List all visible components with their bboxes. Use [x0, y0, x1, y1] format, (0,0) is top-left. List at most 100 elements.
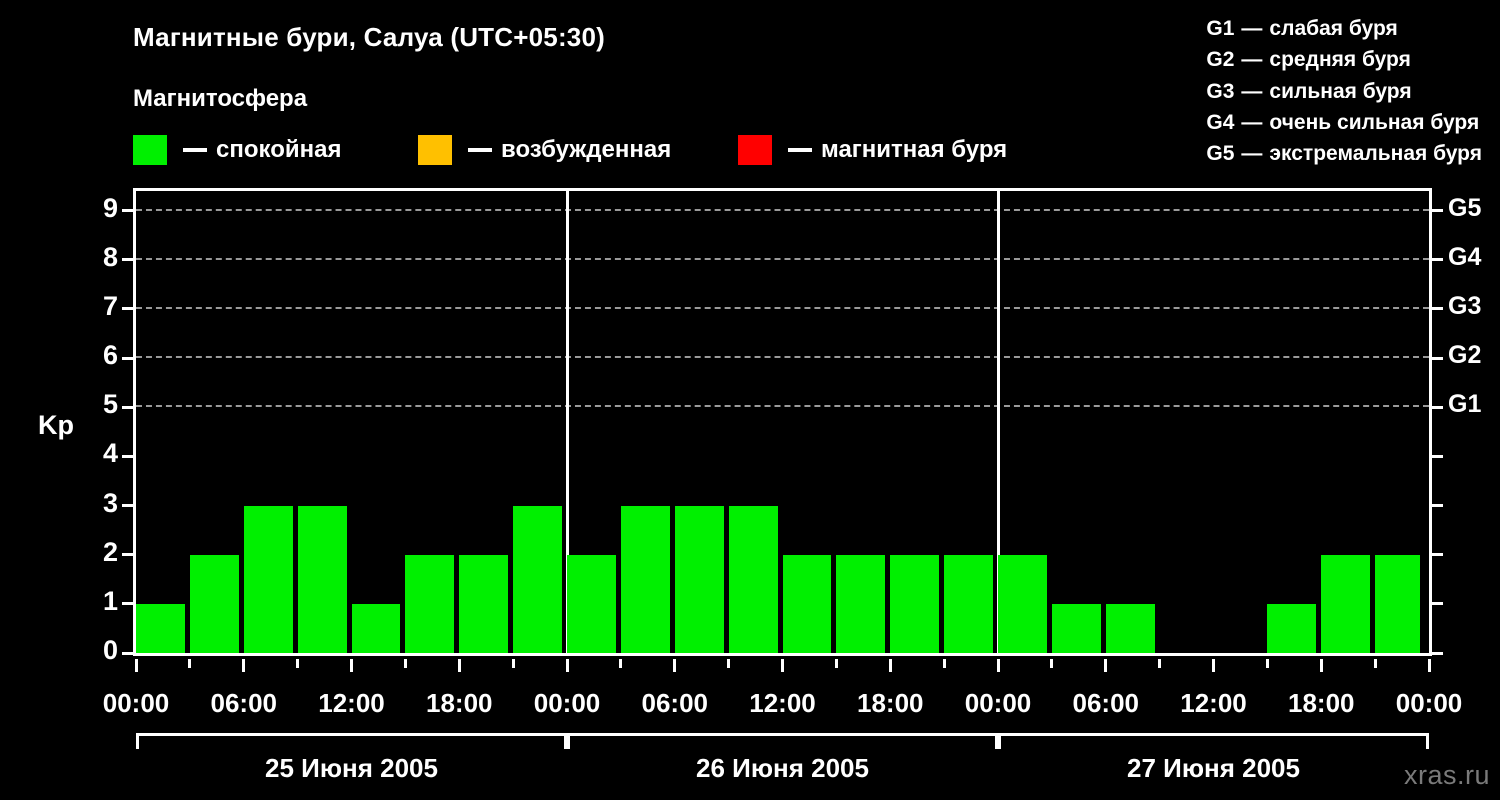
x-tick-11	[727, 659, 731, 668]
x-tick-20	[1212, 659, 1215, 672]
date-label-2: 26 Июня 2005	[696, 753, 869, 783]
gridline-kp-8	[136, 257, 1429, 260]
x-tick-5	[403, 659, 407, 668]
y-tick-left-8	[122, 258, 133, 262]
bar-5	[405, 554, 455, 653]
y-tick-right-3	[1432, 504, 1443, 508]
date-bracket-3	[998, 733, 1429, 749]
y-tick-label-9: 9	[102, 192, 118, 223]
bar-3	[297, 505, 347, 653]
y-tick-label-6: 6	[102, 340, 118, 371]
g-scale-tick-g2: G2	[1448, 341, 1482, 370]
g-scale-tick-g5: G5	[1448, 193, 1482, 222]
bar-12	[782, 554, 832, 653]
x-tick-label-9: 06:00	[1072, 688, 1140, 718]
bar-17	[1051, 603, 1101, 653]
x-tick-label-10: 12:00	[1180, 688, 1247, 718]
gscale-separator: —	[1241, 48, 1263, 72]
x-tick-label-12: 00:00	[1395, 688, 1463, 718]
chart-bars	[136, 191, 1429, 653]
date-bracket-1	[136, 733, 567, 749]
gscale-row-g5: G5— экстремальная буря	[1206, 138, 1482, 169]
bar-13	[836, 554, 886, 653]
section-subtitle: Магнитосфера	[133, 85, 308, 112]
x-tick-10	[673, 659, 677, 672]
y-tick-left-5	[122, 405, 133, 409]
legend-color-swatch	[418, 135, 452, 165]
bar-21	[1267, 603, 1317, 653]
x-tick-21	[1265, 659, 1269, 668]
bar-6	[459, 554, 509, 653]
gscale-separator: —	[1241, 110, 1263, 134]
legend-dash-icon	[468, 148, 492, 152]
gscale-label: слабая буря	[1269, 17, 1398, 40]
x-tick-9	[619, 659, 623, 668]
gscale-code: G4	[1206, 110, 1235, 134]
bar-9	[620, 505, 670, 653]
gscale-separator: —	[1241, 142, 1263, 166]
y-tick-label-7: 7	[102, 290, 118, 321]
x-tick-12	[781, 659, 784, 672]
x-tick-2	[242, 659, 246, 672]
gscale-label: средняя буря	[1269, 48, 1411, 72]
x-tick-label-4: 00:00	[533, 688, 601, 718]
x-tick-label-3: 18:00	[426, 688, 493, 718]
gridline-kp-6	[136, 356, 1429, 359]
legend-label: спокойная	[216, 136, 342, 163]
y-tick-label-4: 4	[102, 438, 118, 469]
y-tick-right-1	[1432, 602, 1443, 606]
legend-entry-1: спокойная	[133, 135, 341, 165]
x-tick-22	[1319, 659, 1323, 672]
x-tick-8	[565, 659, 569, 672]
x-tick-label-5: 06:00	[641, 688, 709, 718]
y-tick-label-2: 2	[102, 536, 118, 567]
x-tick-label-11: 18:00	[1288, 688, 1355, 718]
gridline-kp-7	[136, 306, 1429, 309]
gscale-row-g1: G1 — слабая буря	[1206, 13, 1397, 44]
g-scale-tick-g4: G4	[1448, 242, 1482, 271]
y-tick-left-9	[122, 209, 133, 213]
y-tick-label-1: 1	[102, 585, 118, 616]
x-tick-16	[996, 659, 1000, 672]
gscale-row-g4: G4— очень сильная буря	[1206, 107, 1479, 138]
y-tick-left-7	[122, 307, 133, 311]
y-tick-left-0	[122, 651, 133, 655]
date-bracket-2	[567, 733, 998, 749]
y-tick-left-6	[122, 356, 133, 360]
watermark: xras.ru	[1403, 760, 1490, 790]
x-tick-label-6: 12:00	[749, 688, 816, 718]
bar-0	[136, 603, 185, 653]
bar-23	[1375, 554, 1420, 653]
date-label-3: 27 Июня 2005	[1127, 753, 1300, 783]
y-tick-left-3	[122, 504, 133, 508]
day-divider-2	[996, 191, 1000, 653]
y-tick-right-8	[1432, 258, 1443, 262]
x-tick-13	[834, 659, 838, 668]
y-tick-right-4	[1432, 454, 1443, 458]
y-tick-right-0	[1432, 651, 1443, 655]
y-tick-label-8: 8	[102, 241, 118, 272]
x-tick-6	[457, 659, 461, 672]
gridline-kp-9	[136, 208, 1429, 211]
legend-entry-2: возбужденная	[418, 135, 671, 165]
x-tick-1	[188, 659, 192, 668]
y-tick-left-2	[122, 553, 133, 557]
legend-entry-3: магнитная буря	[738, 135, 1007, 165]
x-tick-15	[942, 659, 946, 668]
gscale-code: G1	[1206, 17, 1235, 40]
legend-label: возбужденная	[501, 136, 672, 163]
gscale-separator: —	[1241, 17, 1263, 40]
bar-14	[890, 554, 940, 653]
x-tick-label-7: 18:00	[857, 688, 924, 718]
x-tick-24	[1427, 659, 1431, 672]
bar-16	[998, 554, 1047, 653]
gscale-code: G3	[1206, 79, 1235, 103]
gscale-code: G5	[1206, 142, 1235, 166]
x-tick-label-8: 00:00	[964, 688, 1032, 718]
x-tick-label-0: 00:00	[102, 688, 170, 718]
bar-22	[1321, 554, 1371, 653]
gscale-separator: —	[1241, 79, 1263, 103]
bar-4	[351, 603, 401, 653]
x-tick-label-2: 12:00	[318, 688, 385, 718]
x-tick-23	[1373, 659, 1377, 668]
